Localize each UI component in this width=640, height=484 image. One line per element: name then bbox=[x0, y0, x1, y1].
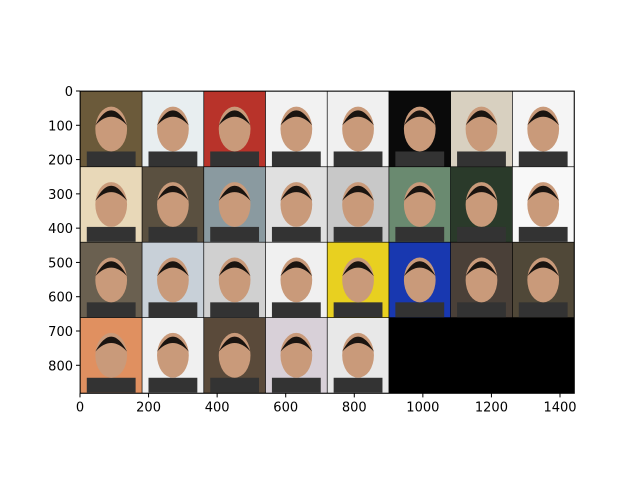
shirt bbox=[395, 302, 445, 318]
hair bbox=[280, 110, 313, 126]
shirt bbox=[210, 151, 260, 167]
hair bbox=[218, 185, 251, 201]
shirt bbox=[210, 302, 260, 318]
hair bbox=[157, 336, 189, 352]
x-tick-label: 200 bbox=[136, 400, 161, 415]
shirt bbox=[148, 377, 198, 393]
x-tick-label: 0 bbox=[76, 400, 84, 415]
hair bbox=[465, 110, 498, 126]
hair bbox=[465, 261, 498, 277]
shirt bbox=[271, 151, 321, 167]
shirt bbox=[210, 377, 260, 393]
shirt bbox=[210, 226, 260, 242]
y-tick-label: 800 bbox=[48, 359, 73, 374]
shirt bbox=[271, 377, 321, 393]
hair bbox=[342, 336, 374, 352]
y-tick-label: 200 bbox=[48, 154, 73, 169]
hair bbox=[403, 261, 436, 277]
y-tick-label: 500 bbox=[48, 256, 73, 271]
hair bbox=[342, 185, 374, 201]
hair bbox=[95, 336, 128, 352]
y-tick-label: 300 bbox=[48, 188, 73, 203]
shirt bbox=[457, 151, 506, 167]
shirt bbox=[86, 151, 136, 167]
shirt bbox=[86, 302, 136, 318]
y-tick-label: 700 bbox=[48, 325, 73, 340]
y-tick-label: 100 bbox=[48, 119, 73, 134]
shirt bbox=[86, 377, 136, 393]
shirt bbox=[333, 151, 383, 167]
shirt bbox=[333, 377, 383, 393]
shirt bbox=[518, 151, 568, 167]
y-tick-label: 400 bbox=[48, 222, 73, 237]
hair bbox=[95, 261, 128, 277]
y-tick-label: 0 bbox=[65, 85, 73, 100]
x-tick-label: 1000 bbox=[406, 400, 439, 415]
hair bbox=[342, 110, 374, 126]
hair bbox=[218, 261, 251, 277]
hair bbox=[95, 110, 128, 126]
shirt bbox=[457, 302, 506, 318]
y-tick-label: 600 bbox=[48, 291, 73, 306]
hair bbox=[157, 261, 189, 277]
x-tick-label: 800 bbox=[342, 400, 367, 415]
hair bbox=[280, 261, 313, 277]
x-tick-label: 400 bbox=[205, 400, 230, 415]
shirt bbox=[518, 226, 568, 242]
shirt bbox=[271, 302, 321, 318]
hair bbox=[403, 185, 436, 201]
shirt bbox=[148, 302, 198, 318]
shirt bbox=[148, 151, 198, 167]
shirt bbox=[457, 226, 506, 242]
hair bbox=[403, 110, 436, 126]
shirt bbox=[333, 226, 383, 242]
hair bbox=[527, 261, 560, 277]
axes-frame bbox=[79, 90, 575, 394]
shirt bbox=[518, 302, 568, 318]
hair bbox=[342, 261, 374, 277]
shirt bbox=[333, 302, 383, 318]
shirt bbox=[395, 151, 445, 167]
hair bbox=[527, 185, 560, 201]
hair bbox=[157, 185, 189, 201]
x-tick-label: 1200 bbox=[475, 400, 508, 415]
hair bbox=[218, 110, 251, 126]
hair bbox=[95, 185, 128, 201]
x-tick-label: 600 bbox=[273, 400, 298, 415]
shirt bbox=[395, 226, 445, 242]
hair bbox=[157, 110, 189, 126]
hair bbox=[280, 185, 313, 201]
x-tick-label: 1400 bbox=[543, 400, 576, 415]
shirt bbox=[86, 226, 136, 242]
hair bbox=[218, 336, 251, 352]
shirt bbox=[148, 226, 198, 242]
hair bbox=[527, 110, 560, 126]
shirt bbox=[271, 226, 321, 242]
hair bbox=[280, 336, 313, 352]
hair bbox=[465, 185, 498, 201]
